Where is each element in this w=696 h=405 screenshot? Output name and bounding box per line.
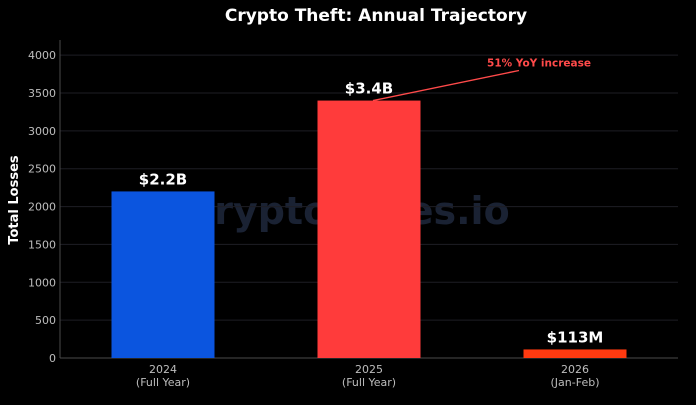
data-label: $3.4B: [345, 80, 393, 98]
y-tick-label: 4000: [28, 49, 56, 62]
x-tick-label: 2025: [355, 363, 383, 376]
y-tick-label: 2000: [28, 201, 56, 214]
y-tick-label: 1500: [28, 238, 56, 251]
plot-area: 0 500 1000 1500 2000 2500 3000 3500 4000 $2.2B 202…: [28, 40, 678, 389]
x-tick-label: 2024: [149, 363, 177, 376]
annotation-arrow: [372, 69, 520, 102]
annotation-text: 51% YoY increase: [487, 58, 591, 70]
data-label: $113M: [547, 328, 604, 346]
bar: [111, 191, 215, 358]
x-tick-sublabel: (Jan-Feb): [551, 376, 600, 389]
y-tick-label: 3500: [28, 87, 56, 100]
bar: [317, 100, 421, 359]
y-tick-label: 2500: [28, 163, 56, 176]
y-tick-label: 3000: [28, 125, 56, 138]
x-tick-sublabel: (Full Year): [342, 376, 396, 389]
y-tick-label: 0: [49, 352, 56, 365]
bar: [523, 349, 627, 358]
x-tick-sublabel: (Full Year): [136, 376, 190, 389]
x-tick-label: 2026: [561, 363, 589, 376]
y-axis-label: Total Losses: [7, 155, 22, 245]
data-label: $2.2B: [139, 170, 187, 188]
chart-title: Crypto Theft: Annual Trajectory: [225, 6, 527, 26]
y-tick-label: 1000: [28, 276, 56, 289]
y-tick-label: 500: [35, 314, 56, 327]
